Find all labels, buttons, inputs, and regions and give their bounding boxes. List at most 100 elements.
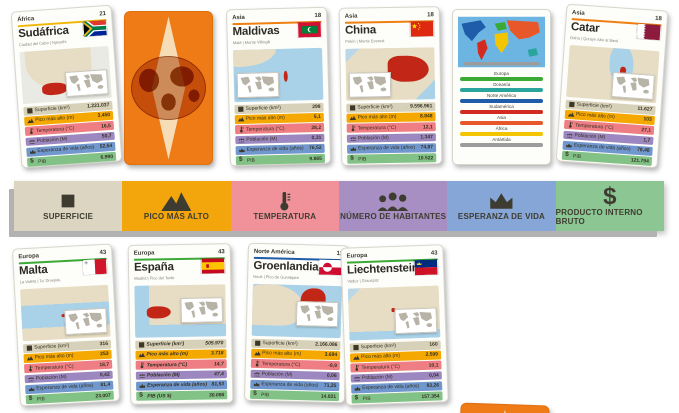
stats-table: Superficie (km²) 505.970 Pico más alto (… (135, 338, 228, 401)
stats-table: Superficie (km²) 9.596.961 Pico más alto… (346, 101, 437, 164)
continent-name: Norte América (486, 93, 517, 99)
card-slot-catar[interactable]: Asia 18 Catar Doha | Qurayn Abu al Bawl (555, 3, 669, 169)
stat-label: Población (M) (361, 374, 393, 382)
area-square-icon (349, 104, 357, 111)
legend-label: NÚMERO DE HABITANTES (340, 212, 447, 221)
stat-row-esperanza-de-vida: Esperanza de vida (años) 52,54 (26, 141, 116, 157)
stat-value: 1.221.037 (87, 102, 110, 110)
country-card-china[interactable]: Asia 18 China Pekín | Monte Everest (338, 6, 443, 166)
continent-color-bar (460, 110, 543, 114)
qatar-flag-icon (636, 23, 661, 41)
stat-row-esperanza-de-vida: Esperanza de vida (años) 82,26 (351, 381, 443, 394)
people-icon (29, 138, 37, 145)
life-crown-icon (28, 386, 36, 393)
country-card-espana[interactable]: Europa 43 España Madrid | Pico del Teide (127, 243, 234, 405)
stat-row-pico-mas-alto: Pico más alto (m) 253 (23, 349, 112, 364)
legend-item-pico-mas-alto: PICO MÁS ALTO (122, 181, 231, 231)
greenland-flag-icon (318, 259, 342, 276)
area-square-icon (254, 340, 262, 347)
stat-row-pib: $ PIB 10.522 (347, 153, 437, 164)
stat-label: PIB (261, 391, 270, 398)
legend-item-numero-de-habitantes: NÚMERO DE HABITANTES (338, 181, 448, 231)
stat-label: Esperanza de vida (años) (358, 144, 416, 152)
stat-value: 316 (99, 340, 109, 348)
highlighted-country-shape (146, 305, 172, 319)
card-slot-liechtenstein[interactable]: Europa 43 Liechtenstein Vaduz | Grauspit… (340, 244, 449, 406)
thermometer-icon (280, 191, 291, 211)
country-card-catar[interactable]: Asia 18 Catar Doha | Qurayn Abu al Bawl (555, 3, 669, 169)
stat-value: 0,06 (326, 372, 337, 380)
card-slot-malta[interactable]: Europa 43 Malta La Valeta | Ta' Dmejrek (11, 243, 121, 407)
stat-row-pib: $ PIB (US $) 30.086 (136, 390, 228, 401)
country-card-liechtenstein[interactable]: Europa 43 Liechtenstein Vaduz | Grauspit… (340, 244, 449, 406)
world-map-inset (236, 71, 279, 98)
stat-row-pib: $ PIB 157.354 (351, 391, 443, 404)
card-slot-china[interactable]: Asia 18 China Pekín | Monte Everest (338, 6, 443, 166)
stat-label: Esperanza de vida (años) (36, 382, 94, 392)
stats-table: Superficie (km²) 316 Pico más alto (m) 2… (22, 339, 114, 405)
highlighted-country-shape (387, 55, 429, 83)
card-slot-maldivas[interactable]: Asia 18 Maldivas Malé | Monte Villingili (225, 6, 332, 167)
card-number: 18 (654, 15, 662, 23)
card-number: 18 (314, 12, 322, 20)
stat-value: 5,1 (313, 114, 321, 121)
continents-reference-card[interactable]: Europa Oceanía Norte América Sudamérica … (452, 9, 551, 165)
country-card-groenlandia[interactable]: Norte América 11 Groenlandia Nuuk | Pico… (243, 242, 350, 404)
mini-world-map (66, 69, 108, 96)
stat-row-superficie: Superficie (km²) 505.970 (135, 338, 227, 350)
stat-row-pico-mas-alto: Pico más alto (m) 103 (564, 109, 656, 125)
stat-value: 505.970 (205, 340, 224, 347)
mini-world-map (181, 298, 223, 323)
life-crown-icon (253, 381, 261, 388)
card-back[interactable] (124, 11, 213, 165)
stat-value: 30.086 (208, 391, 225, 399)
stat-value: 160 (429, 341, 438, 348)
country-map (134, 283, 227, 338)
stat-value: 71,25 (323, 383, 337, 390)
legend-item-producto-interno-bruto: $ PRODUCTO INTERNO BRUTO (555, 181, 664, 231)
country-card-malta[interactable]: Europa 43 Malta La Valeta | Ta' Dmejrek (11, 243, 121, 407)
life-crown-icon (566, 142, 574, 149)
legend-strip: SUPERFICIE PICO MÁS ALTO TEMPERATURA NÚM… (14, 181, 664, 231)
dollar-icon: $ (238, 156, 243, 164)
legend-label: ESPERANZA DE VIDA (457, 212, 546, 221)
stat-row-pico-mas-alto: Pico más alto (m) 2.599 (349, 350, 442, 363)
thermometer-icon (139, 362, 147, 369)
area-square-icon (26, 107, 34, 114)
life-crown-icon (490, 193, 513, 209)
country-card-maldivas[interactable]: Asia 18 Maldivas Malé | Monte Villingili (225, 6, 332, 167)
country-subtitle: Malé | Monte Villingili (232, 38, 271, 45)
card-slot-sudafrica[interactable]: África 21 Sudáfrica Ciudad del Cabo | Nj… (10, 4, 123, 169)
card-back[interactable] (455, 402, 550, 413)
stat-row-poblacion: Población (M) 0,06 (250, 369, 340, 381)
stat-label: Esperanza de vida (años) (261, 381, 319, 389)
card-number: 43 (218, 249, 225, 256)
stat-value: 9.596.961 (410, 103, 433, 110)
mountain-icon (138, 352, 146, 359)
stat-value: 81,53 (211, 381, 225, 388)
world-continents-map (458, 15, 545, 69)
mountain-icon (161, 192, 192, 211)
stat-value: 47,4 (214, 371, 224, 378)
country-card-sudafrica[interactable]: África 21 Sudáfrica Ciudad del Cabo | Nj… (10, 4, 123, 169)
stat-label: Temperatura (°C) (357, 124, 397, 132)
stat-value: 82,26 (426, 382, 440, 390)
stat-label: Temperatura (°C) (261, 360, 301, 368)
stat-label: Población (M) (357, 135, 389, 142)
life-crown-icon (239, 147, 247, 154)
life-crown-icon (29, 148, 37, 155)
stat-row-temperatura: Temperatura (°C) 14,7 (135, 359, 227, 370)
mini-world-map (395, 308, 437, 333)
stat-value: 74,87 (420, 144, 434, 151)
card-slot-espana[interactable]: Europa 43 España Madrid | Pico del Teide (127, 243, 234, 405)
stat-row-superficie: Superficie (km²) 316 (22, 339, 112, 353)
card-slot-groenlandia[interactable]: Norte América 11 Groenlandia Nuuk | Pico… (243, 242, 350, 404)
continent-name: Europa (494, 71, 509, 76)
china-flag-icon (410, 21, 434, 37)
stat-row-superficie: Superficie (km²) 160 (349, 340, 441, 353)
stat-row-temperatura: Temperatura (°C) 10,1 (350, 360, 442, 373)
stat-label: Población (M) (35, 374, 67, 382)
stat-value: 0,31 (311, 134, 322, 142)
stat-label: Pico más alto (m) (245, 115, 285, 123)
mini-world-map (349, 72, 390, 97)
